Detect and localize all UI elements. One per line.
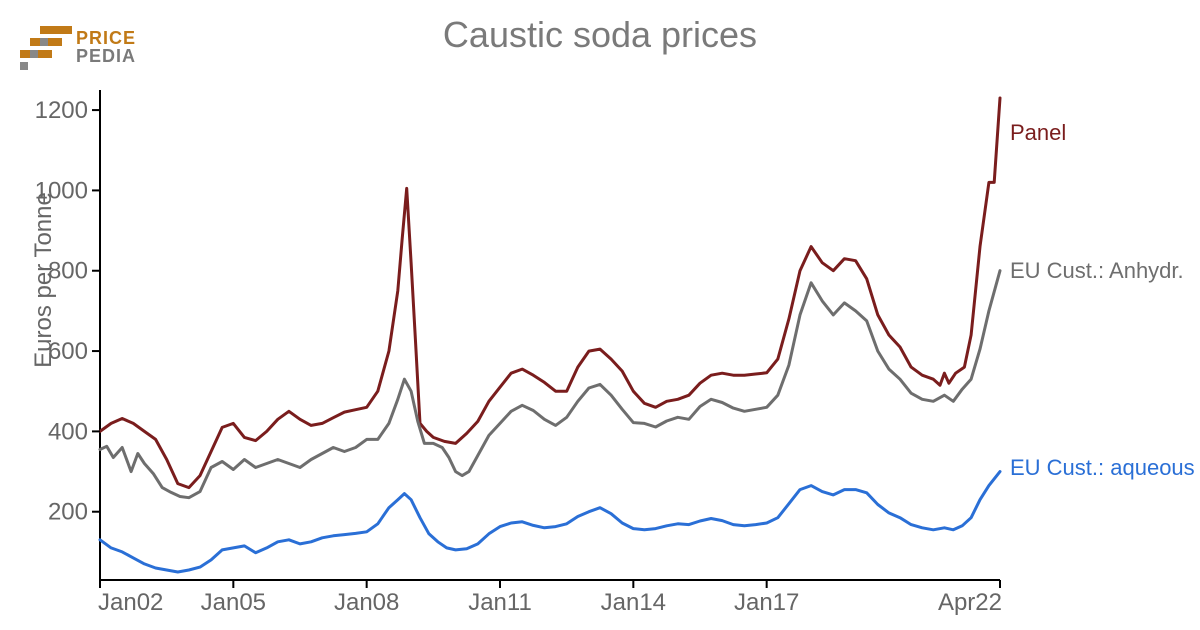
y-tick-label: 1000: [35, 177, 88, 204]
y-tick-label: 800: [48, 258, 88, 285]
x-tick-label: Jan02: [98, 589, 163, 616]
series-aqueous: [100, 472, 1000, 572]
y-tick-label: 400: [48, 418, 88, 445]
y-tick-label: 200: [48, 499, 88, 526]
y-tick-label: 1200: [35, 97, 88, 124]
series-label-aqueous: EU Cust.: aqueous: [1010, 455, 1195, 480]
x-tick-label: Apr22: [938, 589, 1002, 616]
series-panel: [100, 98, 1000, 488]
x-tick-label: Jan05: [201, 589, 266, 616]
x-tick-label: Jan17: [734, 589, 799, 616]
series-anhydrous: [100, 271, 1000, 498]
series-label-anhydrous: EU Cust.: Anhydr.: [1010, 258, 1184, 283]
x-tick-label: Jan08: [334, 589, 399, 616]
y-tick-label: 600: [48, 338, 88, 365]
series-label-panel: Panel: [1010, 120, 1066, 145]
x-tick-label: Jan11: [468, 589, 532, 616]
line-chart: 200 400 600 800 1000 1200 Jan02 Jan05 Jan08 Jan11…: [0, 0, 1200, 630]
x-tick-label: Jan14: [601, 589, 666, 616]
